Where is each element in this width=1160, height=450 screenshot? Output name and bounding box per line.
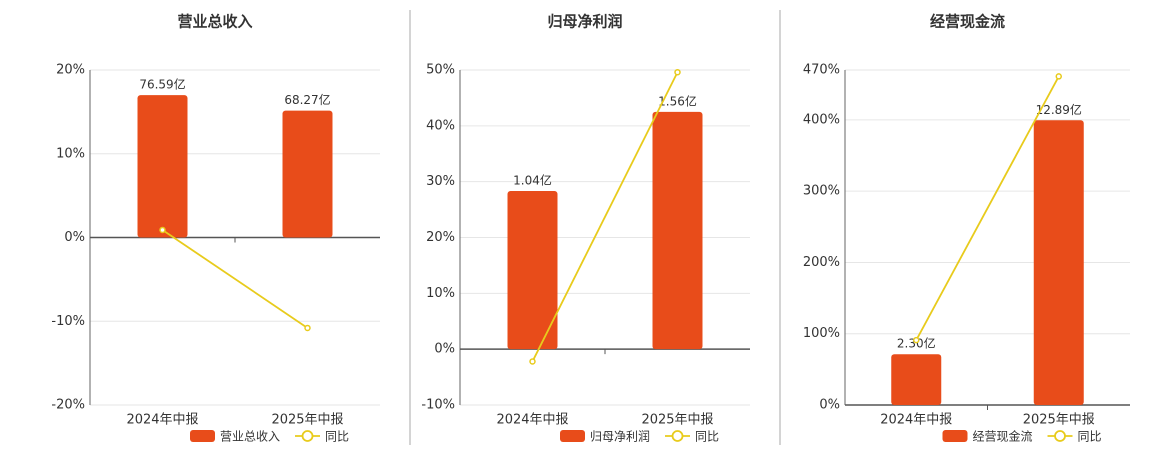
y-tick-label: 400%: [803, 112, 840, 127]
y-tick-label: 300%: [803, 184, 840, 199]
legend-swatch: [560, 430, 585, 442]
x-tick-label: 2025年中报: [641, 413, 713, 428]
point: [159, 226, 166, 234]
point: [913, 336, 920, 344]
legend-label: 同比: [1078, 430, 1102, 444]
bar: [652, 111, 703, 350]
chart-title: 经营现金流: [930, 13, 1005, 31]
line: [915, 75, 1060, 341]
bar: [282, 110, 333, 238]
y-tick-label: 20%: [56, 63, 85, 78]
x-tick-label: 2025年中报: [271, 413, 343, 428]
chart-title: 归母净利润: [547, 13, 622, 31]
line: [531, 71, 679, 362]
point: [529, 358, 536, 365]
point: [304, 324, 311, 332]
legend-swatch: [942, 430, 968, 442]
y-tick-label: 0%: [64, 230, 85, 245]
x-tick-label: 2024年中报: [880, 413, 952, 428]
legend-swatch: [301, 430, 314, 442]
y-tick-label: 40%: [426, 118, 455, 133]
value-label: 1.04亿: [513, 172, 552, 187]
y-tick-label: 0%: [434, 342, 455, 357]
y-tick-label: 0%: [819, 398, 840, 413]
y-tick-label: -10%: [51, 314, 85, 329]
legend-label: 同比: [325, 430, 349, 444]
y-tick-label: 100%: [803, 326, 840, 341]
x-tick-label: 2025年中报: [1023, 413, 1095, 428]
legend-swatch: [1054, 430, 1066, 442]
y-tick-label: 20%: [426, 230, 455, 245]
bar: [137, 95, 188, 238]
chart-title: 营业总收入: [177, 13, 252, 31]
y-tick-label: 10%: [426, 286, 455, 301]
y-tick-label: -10%: [421, 398, 455, 413]
y-tick-label: 30%: [426, 174, 455, 189]
y-tick-label: -20%: [51, 398, 85, 413]
legend-label: 经营现金流: [973, 429, 1033, 444]
bar: [507, 190, 558, 350]
point: [674, 68, 681, 76]
legend-swatch: [190, 430, 215, 442]
x-tick-label: 2024年中报: [126, 413, 198, 428]
point: [1055, 73, 1062, 80]
value-label: 76.59亿: [139, 77, 185, 92]
value-label: 12.89亿: [1036, 102, 1082, 117]
legend-swatch: [671, 430, 684, 442]
line: [161, 229, 309, 329]
legend-label: 同比: [695, 430, 719, 444]
bar: [891, 354, 942, 405]
legend-label: 营业总收入: [220, 430, 280, 444]
y-tick-label: 10%: [56, 146, 85, 161]
value-label: 1.56亿: [658, 93, 697, 108]
y-tick-label: 200%: [803, 255, 840, 270]
y-tick-label: 50%: [426, 63, 455, 78]
x-tick-label: 2024年中报: [496, 413, 568, 428]
bar: [1033, 120, 1084, 405]
legend-label: 归母净利润: [590, 430, 650, 444]
value-label: 68.27亿: [284, 92, 330, 107]
y-tick-label: 470%: [803, 63, 840, 78]
